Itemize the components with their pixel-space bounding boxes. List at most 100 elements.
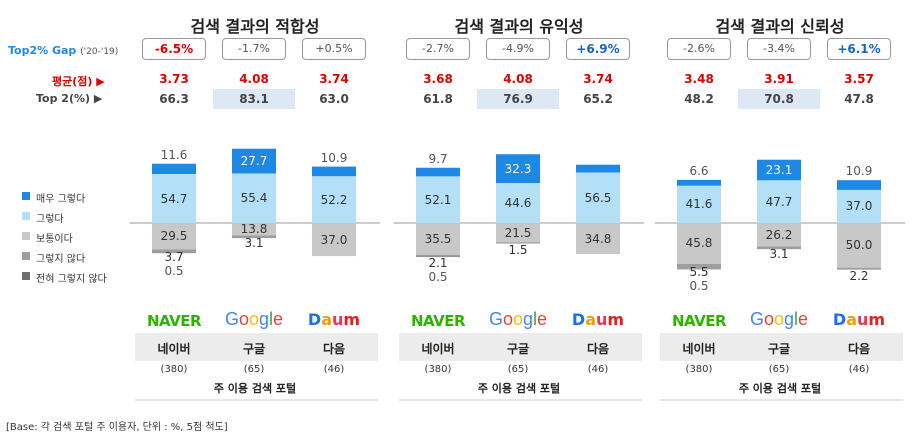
seg-label-neutral: 34.8 [584, 231, 612, 246]
google-letter: l [794, 309, 799, 329]
bar-disagree [232, 235, 276, 239]
avg-value: 4.08 [503, 72, 533, 86]
category-count: (46) [587, 364, 609, 375]
bar-very-agree [677, 179, 721, 186]
category-count: (46) [323, 364, 345, 375]
naver-logo: NAVER [146, 312, 202, 330]
seg-label-disagree: 1.5 [508, 243, 528, 258]
seg-label-disagree: 2.2 [849, 268, 869, 283]
seg-label-neutral: 29.5 [160, 229, 188, 244]
daum-letter: u [332, 310, 344, 329]
bar-disagree [496, 242, 540, 244]
google-letter: G [749, 309, 764, 329]
seg-label-neutral: 37.0 [320, 232, 348, 247]
seg-label-neutral: 26.2 [765, 227, 793, 242]
seg-label-neutral: 21.5 [504, 225, 532, 240]
avg-value: 3.74 [319, 72, 349, 86]
seg-label-very-agree: 9.7 [428, 151, 448, 166]
bar-very-agree [757, 159, 801, 181]
bar-neutral [757, 223, 801, 247]
seg-label-agree: 41.6 [685, 197, 713, 212]
category-name: 구글 [767, 342, 791, 356]
legend-label: 전혀 그렇지 않다 [36, 274, 107, 285]
gap-label: Top2% Gap [8, 44, 77, 57]
legend-swatch [22, 232, 30, 240]
seg-label-disagree: 3.1 [769, 247, 789, 262]
avg-value: 3.48 [684, 72, 714, 86]
seg-label-agree: 44.6 [504, 196, 532, 211]
bar-agree [232, 173, 276, 223]
seg-label-strongly-disagree: 0.5 [689, 278, 709, 293]
portal-caption: 주 이용 검색 포털 [738, 382, 822, 395]
bar-neutral [152, 223, 196, 250]
google-letter: o [238, 309, 249, 329]
gap-value: -6.5% [142, 38, 206, 60]
top2-value: 76.9 [503, 92, 533, 106]
avg-row-label: 평균(점) ▶ [52, 75, 105, 88]
category-name: 네이버 [682, 342, 716, 356]
bar-very-agree [312, 166, 356, 177]
daum-letter: a [846, 310, 857, 329]
daum-logo: Daum [831, 310, 887, 329]
bar-very-agree [152, 163, 196, 175]
top2-highlight [477, 89, 559, 109]
top2-value: 48.2 [684, 92, 714, 106]
legend-label: 보통이다 [36, 234, 73, 245]
gap-value: -2.7% [406, 38, 470, 60]
seg-label-very-agree: 23.1 [765, 163, 793, 178]
category-count: (380) [424, 364, 452, 375]
portal-caption: 주 이용 검색 포털 [477, 382, 561, 395]
bar-agree [152, 174, 196, 223]
google-logo: Google [747, 309, 811, 330]
bar-very-agree [576, 164, 620, 173]
category-count: (65) [243, 364, 265, 375]
category-band [135, 333, 378, 361]
category-name: 구글 [242, 342, 266, 356]
category-name: 네이버 [157, 342, 191, 356]
seg-label-very-agree: 6.6 [689, 163, 709, 178]
daum-letter: m [868, 310, 886, 329]
bar-neutral [837, 223, 881, 268]
avg-value: 3.57 [844, 72, 874, 86]
avg-value: 3.73 [159, 72, 189, 86]
google-letter: o [773, 309, 784, 329]
seg-label-disagree: 2.1 [428, 255, 448, 270]
gap-value: -2.6% [667, 38, 731, 60]
top2-value: 65.2 [583, 92, 613, 106]
daum-letter: a [585, 310, 596, 329]
top2-value: 83.1 [239, 92, 269, 106]
naver-logo: NAVER [671, 312, 727, 330]
bar-very-agree [416, 167, 460, 177]
google-letter: g [784, 309, 795, 329]
footer-note: [Base: 각 검색 포털 주 이용자, 단위 : %, 5점 척도] [6, 422, 228, 433]
google-letter: g [523, 309, 534, 329]
category-band [660, 333, 903, 361]
daum-letter: D [571, 310, 586, 329]
category-name: 다음 [322, 342, 346, 356]
google-letter: G [488, 309, 503, 329]
bar-disagree [757, 246, 801, 250]
panel-title: 검색 결과의 유익성 [454, 17, 584, 36]
legend-label: 매우 그렇다 [36, 194, 86, 205]
category-name: 다음 [847, 342, 871, 356]
seg-label-neutral: 13.8 [240, 222, 268, 237]
google-letter: o [502, 309, 513, 329]
naver-logo: NAVER [410, 312, 466, 330]
google-letter: l [533, 309, 538, 329]
bar-disagree [837, 267, 881, 270]
bar-neutral [312, 223, 356, 257]
gap-value: +0.5% [302, 38, 366, 60]
legend-swatch [22, 212, 30, 220]
bar-agree [312, 176, 356, 223]
gap-period: ('20-'19) [80, 47, 119, 57]
google-letter: e [798, 309, 809, 329]
portal-caption: 주 이용 검색 포털 [213, 382, 297, 395]
daum-letter: D [832, 310, 847, 329]
category-count: (380) [160, 364, 188, 375]
seg-label-agree: 47.7 [765, 194, 793, 209]
category-name: 다음 [586, 342, 610, 356]
legend-swatch [22, 192, 30, 200]
top2-value: 47.8 [844, 92, 874, 106]
legend-swatch [22, 252, 30, 260]
